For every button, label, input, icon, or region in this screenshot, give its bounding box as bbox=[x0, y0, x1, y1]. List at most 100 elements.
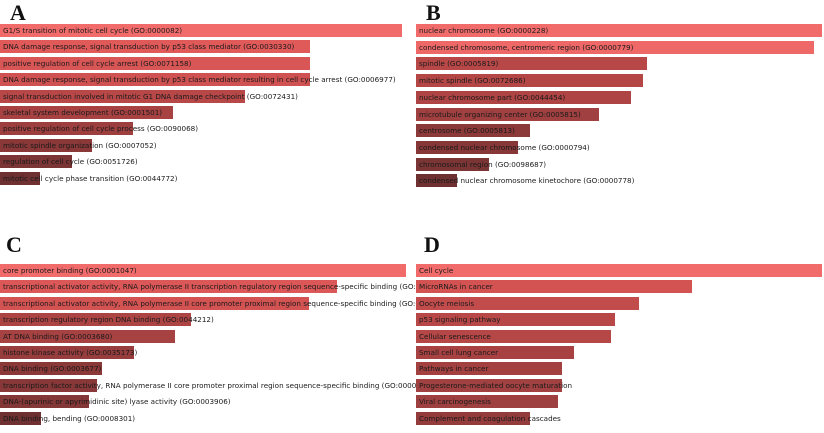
bar bbox=[416, 411, 530, 425]
bar bbox=[416, 280, 692, 294]
bar-label: chromosomal region (GO:0098687) bbox=[419, 159, 547, 169]
bar-row: spindle (GO:0005819) bbox=[416, 57, 822, 71]
bar bbox=[0, 346, 134, 359]
bar-row: DNA damage response, signal transduction… bbox=[0, 73, 402, 87]
bar bbox=[0, 329, 175, 343]
bar-label: nuclear chromosome (GO:0000228) bbox=[419, 26, 549, 35]
bar bbox=[416, 346, 574, 359]
bar bbox=[0, 24, 402, 37]
bar-row: MicroRNAs in cancer bbox=[416, 280, 822, 294]
bar bbox=[416, 264, 822, 277]
bar-row: microtubule organizing center (GO:000581… bbox=[416, 107, 822, 121]
bar-label: AT DNA binding (GO:0003680) bbox=[3, 331, 113, 341]
bar bbox=[416, 40, 814, 54]
bar bbox=[0, 122, 133, 136]
bar-label: histone kinase activity (GO:0035173) bbox=[3, 348, 138, 357]
bar-label: condensed chromosome, centromeric region… bbox=[419, 42, 634, 52]
bar bbox=[0, 106, 173, 119]
bar bbox=[0, 56, 310, 70]
bar-row: mitotic spindle (GO:0072686) bbox=[416, 74, 822, 88]
bar-row: G1/S transition of mitotic cell cycle (G… bbox=[0, 24, 402, 37]
bar-row: condensed nuclear chromosome (GO:0000794… bbox=[416, 140, 822, 154]
bar-label: positive regulation of cell cycle arrest… bbox=[3, 58, 192, 68]
bar-label: skeletal system development (GO:0001501) bbox=[3, 108, 163, 117]
bar-label: DNA binding (GO:0003677) bbox=[3, 364, 102, 374]
bar-row: DNA-(apurinic or apyrimidinic site) lyas… bbox=[0, 395, 406, 409]
bar-label: condensed nuclear chromosome (GO:0000794… bbox=[419, 142, 590, 152]
bar-row: histone kinase activity (GO:0035173) bbox=[0, 346, 406, 359]
bar-row: chromosomal region (GO:0098687) bbox=[416, 157, 822, 171]
bar-row: transcription regulatory region DNA bind… bbox=[0, 313, 406, 327]
bar-row: nuclear chromosome part (GO:0044454) bbox=[416, 90, 822, 104]
bar-row: Cellular senescence bbox=[416, 329, 822, 343]
bar-label: mitotic cell cycle phase transition (GO:… bbox=[3, 173, 178, 183]
bar-label: condensed nuclear chromosome kinetochore… bbox=[419, 176, 635, 186]
bar-row: Oocyte meiosis bbox=[416, 296, 822, 310]
bar bbox=[416, 362, 562, 376]
bar-label: centrosome (GO:0005813) bbox=[419, 126, 515, 136]
bar bbox=[0, 155, 72, 169]
bar-label: MicroRNAs in cancer bbox=[419, 282, 493, 292]
bar-label: Small cell lung cancer bbox=[419, 348, 499, 357]
bar-label: spindle (GO:0005819) bbox=[419, 59, 499, 69]
bar-label: Cellular senescence bbox=[419, 331, 491, 341]
bar-row: DNA binding, bending (GO:0008301) bbox=[0, 411, 406, 425]
bar-row: transcriptional activator activity, RNA … bbox=[0, 280, 451, 294]
bar-row: Small cell lung cancer bbox=[416, 346, 822, 359]
bar bbox=[416, 140, 518, 154]
bar bbox=[0, 395, 89, 409]
bar-row: DNA binding (GO:0003677) bbox=[0, 362, 406, 376]
bar bbox=[416, 329, 611, 343]
bar bbox=[416, 24, 822, 37]
bar-label: DNA damage response, signal transduction… bbox=[3, 75, 396, 85]
bar-label: mitotic spindle organization (GO:0007052… bbox=[3, 140, 157, 150]
bar bbox=[416, 157, 489, 171]
bar bbox=[0, 73, 310, 87]
bar-label: transcription regulatory region DNA bind… bbox=[3, 315, 214, 325]
bar bbox=[416, 107, 599, 121]
bar-label: Progesterone-mediated oocyte maturation bbox=[419, 380, 573, 390]
panel-c: C core promoter binding (GO:0001047) tran… bbox=[0, 232, 451, 432]
bar-row: Progesterone-mediated oocyte maturation bbox=[416, 378, 822, 392]
bar-label: DNA binding, bending (GO:0008301) bbox=[3, 413, 136, 423]
bar bbox=[416, 378, 562, 392]
bar-row: Viral carcinogenesis bbox=[416, 395, 822, 409]
bar-label: mitotic spindle (GO:0072686) bbox=[419, 76, 526, 86]
bar bbox=[416, 395, 558, 409]
bar bbox=[0, 89, 245, 103]
bar bbox=[0, 378, 97, 392]
bar-row: condensed nuclear chromosome kinetochore… bbox=[416, 174, 822, 188]
bar bbox=[0, 411, 41, 425]
bar-row: mitotic spindle organization (GO:0007052… bbox=[0, 138, 402, 152]
bar-label: p53 signaling pathway bbox=[419, 315, 501, 325]
panel-b: B nuclear chromosome (GO:0000228) condens… bbox=[412, 0, 822, 200]
bar bbox=[0, 264, 406, 277]
bar-row: positive regulation of cell cycle arrest… bbox=[0, 56, 402, 70]
bar-label: nuclear chromosome part (GO:0044454) bbox=[419, 92, 566, 102]
bar-row: condensed chromosome, centromeric region… bbox=[416, 40, 822, 54]
bar bbox=[0, 280, 337, 294]
bar-row: Pathways in cancer bbox=[416, 362, 822, 376]
bar-row: core promoter binding (GO:0001047) bbox=[0, 264, 406, 277]
bar-label: Pathways in cancer bbox=[419, 364, 489, 374]
bar-row: DNA damage response, signal transduction… bbox=[0, 40, 402, 54]
bar bbox=[0, 296, 309, 310]
bar-label: transcription factor activity, RNA polym… bbox=[3, 380, 433, 390]
bar-row: Cell cycle bbox=[416, 264, 822, 277]
bar bbox=[416, 313, 615, 327]
bar-row: Complement and coagulation cascades bbox=[416, 411, 822, 425]
bar-label: Cell cycle bbox=[419, 266, 454, 275]
bar-label: G1/S transition of mitotic cell cycle (G… bbox=[3, 26, 183, 35]
bar-row: signal transduction involved in mitotic … bbox=[0, 89, 402, 103]
bar bbox=[0, 171, 40, 185]
bar-row: nuclear chromosome (GO:0000228) bbox=[416, 24, 822, 37]
bar-row: transcriptional activator activity, RNA … bbox=[0, 296, 450, 310]
bar-label: Complement and coagulation cascades bbox=[419, 413, 561, 423]
bar bbox=[0, 40, 310, 54]
bar bbox=[416, 124, 530, 138]
bar-label: regulation of cell cycle (GO:0051726) bbox=[3, 157, 138, 167]
panel-label-c: C bbox=[6, 232, 22, 257]
bar-label: signal transduction involved in mitotic … bbox=[3, 91, 298, 101]
bar bbox=[416, 296, 639, 310]
bar-row: centrosome (GO:0005813) bbox=[416, 124, 822, 138]
